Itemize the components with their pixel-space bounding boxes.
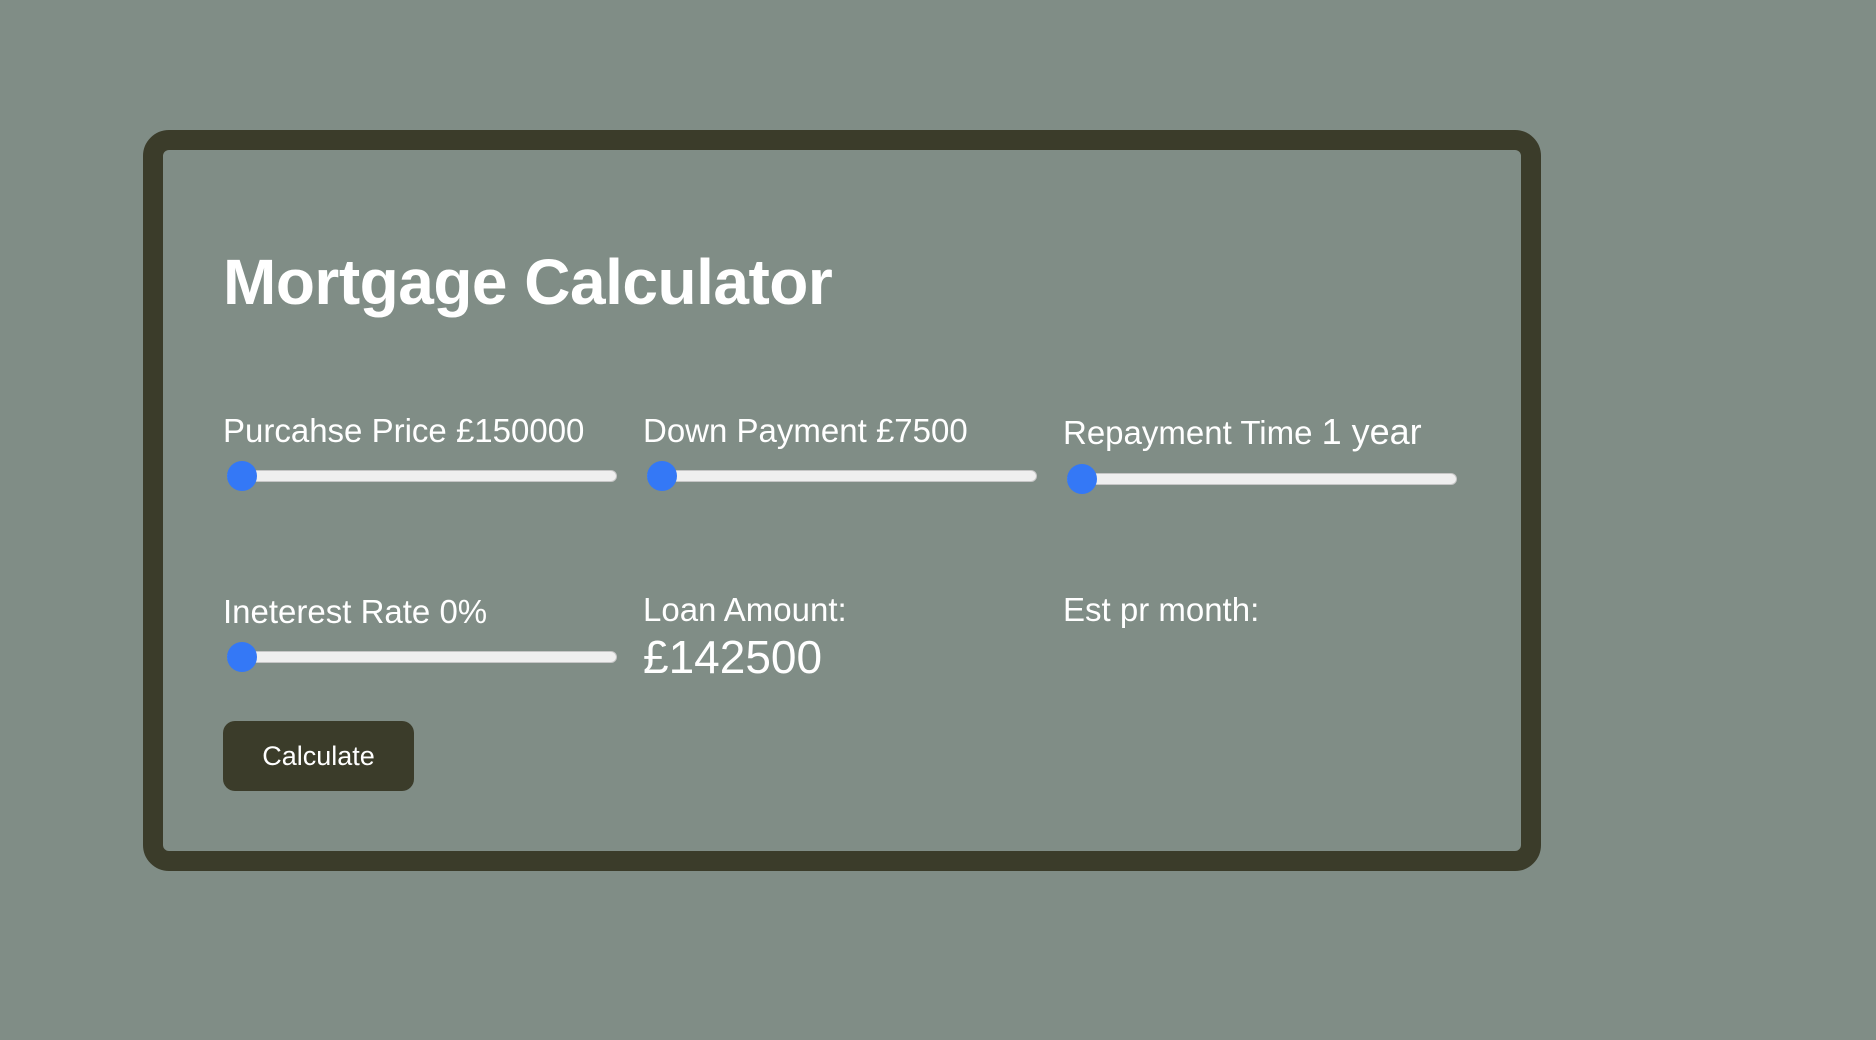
purchase-price-label-text: Purcahse Price [223,412,447,449]
interest-rate-label: Ineterest Rate 0% [223,595,617,628]
down-payment-slider-thumb[interactable] [647,461,677,491]
repayment-time-label-text: Repayment Time [1063,414,1313,451]
purchase-price-slider-track[interactable] [227,470,617,482]
loan-amount-label: Loan Amount: [643,591,847,628]
purchase-price-value: £150000 [455,412,585,449]
repayment-time-slider-track[interactable] [1067,473,1457,485]
repayment-time-field: Repayment Time 1 year [1063,414,1457,494]
down-payment-field: Down Payment £7500 [643,414,1037,491]
interest-rate-value: 0% [439,593,488,630]
repayment-time-label: Repayment Time 1 year [1063,414,1457,450]
interest-rate-field: Ineterest Rate 0% [223,595,617,672]
repayment-time-slider[interactable] [1063,464,1457,494]
down-payment-slider[interactable] [643,461,1037,491]
purchase-price-label: Purcahse Price £150000 [223,414,617,447]
purchase-price-slider[interactable] [223,461,617,491]
est-per-month-output: Est pr month: [1063,593,1457,634]
down-payment-value: £7500 [875,412,968,449]
repayment-time-value: 1 year [1321,411,1422,452]
purchase-price-slider-thumb[interactable] [227,461,257,491]
down-payment-slider-track[interactable] [647,470,1037,482]
interest-rate-slider-track[interactable] [227,651,617,663]
interest-rate-slider-thumb[interactable] [227,642,257,672]
loan-amount-output: Loan Amount: £142500 [643,593,1037,680]
calculate-button[interactable]: Calculate [223,721,414,791]
est-per-month-label: Est pr month: [1063,591,1260,628]
interest-rate-slider[interactable] [223,642,617,672]
down-payment-label-text: Down Payment [643,412,867,449]
purchase-price-field: Purcahse Price £150000 [223,414,617,491]
loan-amount-value: £142500 [643,631,823,683]
page-title: Mortgage Calculator [223,246,833,318]
repayment-time-slider-thumb[interactable] [1067,464,1097,494]
interest-rate-label-text: Ineterest Rate [223,593,431,630]
down-payment-label: Down Payment £7500 [643,414,1037,447]
